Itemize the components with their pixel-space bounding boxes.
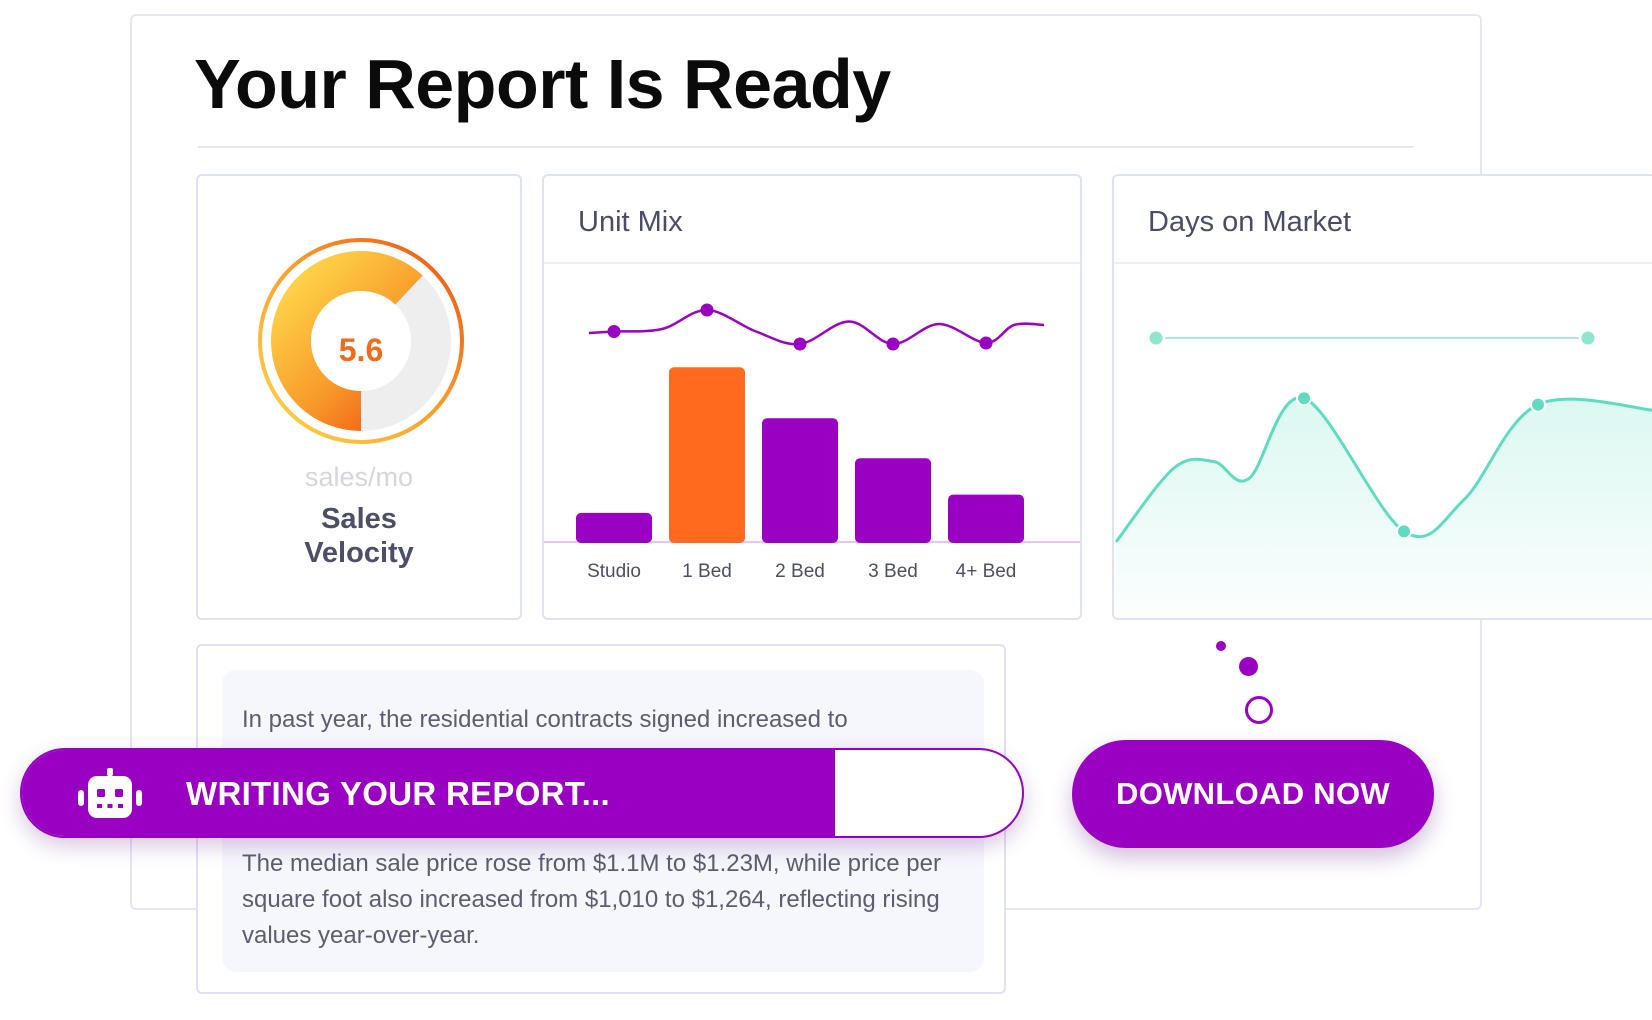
unit-mix-title: Unit Mix [578, 206, 683, 238]
trend-point [700, 303, 714, 317]
days-on-market-point [1396, 523, 1412, 540]
unit-mix-card: Unit Mix Studio 1 Bed 2 Bed 3 Bed 4+ Bed [542, 174, 1082, 620]
days-on-market-title: Days on Market [1148, 206, 1352, 238]
days-on-market-card: Days on Market [1112, 174, 1652, 620]
days-on-market-line [1114, 396, 1652, 543]
decor-dot-medium [1239, 657, 1258, 676]
trend-point [979, 336, 993, 350]
trend-point [886, 337, 900, 351]
days-on-market-point [1296, 390, 1312, 407]
x-tick-label: Studio [587, 561, 641, 582]
trend-point [607, 325, 621, 338]
days-on-market-header: Days on Market [1114, 176, 1652, 264]
bar-studio [576, 512, 652, 543]
velocity-unit: sales/mo [304, 462, 414, 492]
days-on-market-chart [1114, 328, 1652, 618]
target-line-end [1578, 328, 1598, 348]
robot-icon [78, 768, 142, 827]
days-on-market-point [1530, 396, 1546, 413]
x-tick-label: 4+ Bed [956, 561, 1017, 582]
decor-dot-small [1216, 641, 1226, 651]
bar-1-bed [669, 367, 745, 543]
x-tick-label: 1 Bed [682, 561, 732, 582]
days-on-market-area-fill [1116, 397, 1652, 618]
velocity-value: 5.6 [338, 332, 384, 368]
page-title: Your Report Is Ready [194, 45, 891, 123]
velocity-gauge: 5.6 [256, 236, 466, 446]
x-tick-label: 2 Bed [775, 561, 825, 582]
writing-status-bar: WRITING YOUR REPORT... [20, 748, 1024, 838]
velocity-label-line-2: Velocity [304, 537, 414, 569]
gauge-center [311, 291, 411, 391]
trend-point [793, 337, 807, 351]
unit-mix-chart: Studio 1 Bed 2 Bed 3 Bed 4+ Bed [544, 303, 1080, 582]
gauge-progress-arc [271, 251, 451, 431]
download-now-button[interactable]: DOWNLOAD NOW [1072, 740, 1434, 848]
decor-dot-ring [1245, 696, 1273, 724]
summary-paragraph-1: In past year, the residential contracts … [242, 706, 848, 733]
bar-4-bed [948, 494, 1024, 543]
summary-paragraph-2: The median sale price rose from $1.1M to… [242, 850, 941, 949]
velocity-label: Sales Velocity [198, 502, 520, 570]
gauge-graphic [258, 238, 464, 444]
unit-mix-trend-line [588, 308, 1045, 346]
unit-mix-header: Unit Mix [544, 176, 1080, 264]
x-tick-label: 3 Bed [868, 561, 918, 582]
status-progress-fill [22, 750, 836, 836]
bar-3-bed [855, 458, 931, 543]
sales-velocity-card: 5.6 sales/mo Sales Velocity [196, 174, 522, 620]
target-line-start [1146, 328, 1166, 348]
bar-2-bed [762, 418, 838, 543]
status-text: WRITING YOUR REPORT... [186, 775, 611, 812]
title-divider [198, 146, 1414, 148]
gauge-outer-ring [258, 238, 464, 444]
velocity-label-line-1: Sales [321, 503, 397, 535]
